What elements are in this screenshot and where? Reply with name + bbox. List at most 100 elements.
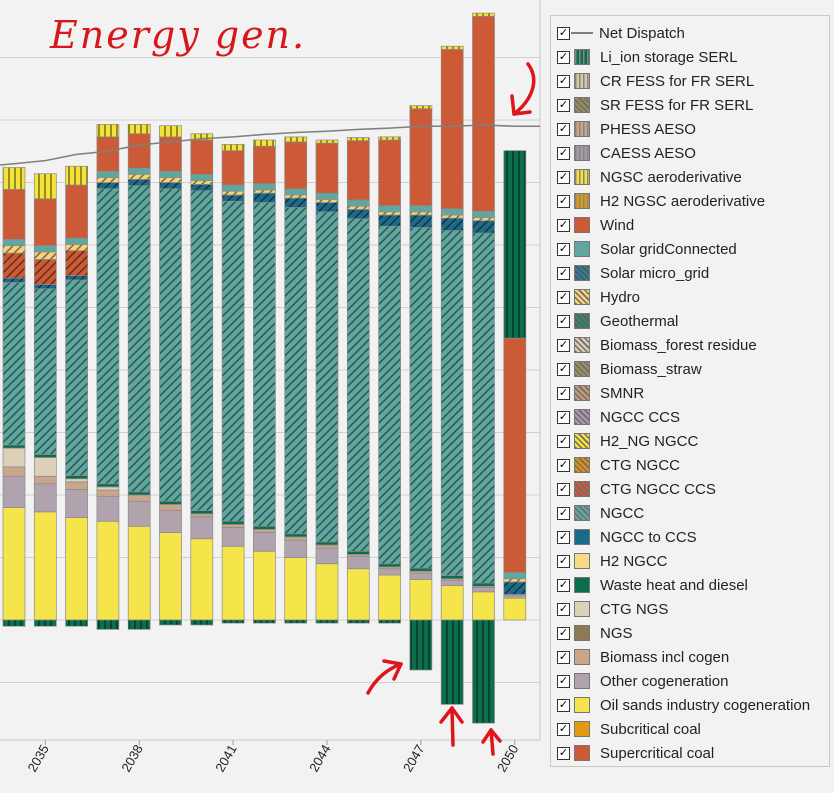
legend-item[interactable]: ✓ Wind (551, 213, 829, 237)
legend-item[interactable]: ✓ Biomass incl cogen (551, 645, 829, 669)
legend-item[interactable]: ✓ CTG NGCC (551, 453, 829, 477)
bar-segment (127, 500, 151, 527)
arrow-icon (481, 728, 502, 744)
legend-swatch (574, 697, 590, 713)
bar-segment (315, 619, 339, 624)
bar-segment (315, 192, 339, 200)
legend-checkbox[interactable]: ✓ (557, 290, 570, 304)
x-tick-label: 2044 (306, 742, 333, 775)
legend-checkbox[interactable]: ✓ (557, 506, 570, 520)
legend-item[interactable]: ✓ Biomass_forest residue (551, 333, 829, 357)
legend-checkbox[interactable]: ✓ (557, 650, 570, 664)
bar-segment (378, 568, 401, 576)
legend-checkbox[interactable]: ✓ (557, 218, 570, 232)
legend-item[interactable]: ✓ H2 NGCC (551, 549, 829, 573)
legend-checkbox[interactable]: ✓ (557, 98, 570, 112)
bar-segment (378, 136, 401, 141)
legend-item[interactable]: ✓ H2_NG NGCC (551, 429, 829, 453)
bar-segment (127, 124, 151, 135)
legend-checkbox[interactable]: ✓ (557, 74, 570, 88)
legend-checkbox[interactable]: ✓ (557, 722, 570, 736)
legend-item[interactable]: ✓ Oil sands industry cogeneration (551, 693, 829, 717)
legend-checkbox[interactable]: ✓ (557, 698, 570, 712)
legend-checkbox[interactable]: ✓ (557, 578, 570, 592)
legend-item[interactable]: ✓ Geothermal (551, 309, 829, 333)
legend-checkbox[interactable]: ✓ (557, 386, 570, 400)
bar-segment (409, 214, 433, 228)
legend-item[interactable]: ✓ Li_ion storage SERL (551, 45, 829, 69)
legend-item[interactable]: ✓ CTG NGS (551, 597, 829, 621)
legend-checkbox[interactable]: ✓ (557, 530, 570, 544)
legend-item[interactable]: ✓ SMNR (551, 381, 829, 405)
legend-checkbox[interactable]: ✓ (557, 746, 570, 760)
bar-segment (65, 275, 88, 281)
legend-checkbox[interactable]: ✓ (557, 434, 570, 448)
bar-segment (33, 284, 57, 290)
legend-checkbox[interactable]: ✓ (557, 50, 570, 64)
legend-item[interactable]: ✓ Solar micro_grid (551, 261, 829, 285)
legend-checkbox[interactable]: ✓ (557, 194, 570, 208)
bar-segment (440, 575, 464, 580)
legend-item[interactable]: ✓ Supercritical coal (551, 741, 829, 765)
bar-segment (2, 252, 26, 279)
legend-item[interactable]: ✓ NGCC to CCS (551, 525, 829, 549)
bar-segment (378, 574, 401, 621)
bar-segment (315, 199, 339, 203)
legend-checkbox[interactable]: ✓ (557, 482, 570, 496)
legend-checkbox[interactable]: ✓ (557, 602, 570, 616)
arrow-icon (450, 706, 455, 747)
legend-checkbox[interactable]: ✓ (557, 674, 570, 688)
legend-checkbox[interactable]: ✓ (557, 458, 570, 472)
legend-item[interactable]: ✓ Subcritical coal (551, 717, 829, 741)
legend-checkbox[interactable]: ✓ (557, 362, 570, 376)
bar-segment (284, 188, 308, 196)
legend-item[interactable]: ✓ CTG NGCC CCS (551, 477, 829, 501)
legend-swatch (574, 577, 590, 593)
bar-segment (315, 541, 339, 546)
legend-checkbox[interactable]: ✓ (557, 122, 570, 136)
legend-checkbox[interactable]: ✓ (557, 338, 570, 352)
legend-checkbox[interactable]: ✓ (557, 146, 570, 160)
bar-segment (159, 500, 182, 505)
legend-label: Subcritical coal (600, 720, 701, 738)
legend-label: H2 NGSC aeroderivative (600, 192, 766, 210)
legend-checkbox[interactable]: ✓ (557, 410, 570, 424)
legend-item[interactable]: ✓ H2 NGSC aeroderivative (551, 189, 829, 213)
legend-checkbox[interactable]: ✓ (557, 554, 570, 568)
legend-item[interactable]: ✓ Solar gridConnected (551, 237, 829, 261)
legend-checkbox[interactable]: ✓ (557, 242, 570, 256)
legend-checkbox[interactable]: ✓ (557, 626, 570, 640)
bar-segment (472, 210, 495, 218)
legend-label: CTG NGCC (600, 456, 680, 474)
bar-segment (440, 585, 464, 621)
legend-swatch (574, 145, 590, 161)
legend-item[interactable]: ✓ NGSC aeroderivative (551, 165, 829, 189)
legend-item[interactable]: ✓ Other cogeneration (551, 669, 829, 693)
bar-segment (159, 619, 182, 626)
legend-item[interactable]: ✓ NGCC CCS (551, 405, 829, 429)
legend-checkbox[interactable]: ✓ (557, 314, 570, 328)
legend-item[interactable]: ✓ NGCC (551, 501, 829, 525)
legend-swatch (574, 481, 590, 497)
bar-segment (65, 250, 88, 276)
bar-segment (159, 125, 182, 138)
legend-checkbox[interactable]: ✓ (557, 170, 570, 184)
bar-segment (33, 251, 57, 260)
legend-item[interactable]: ✓ CR FESS for FR SERL (551, 69, 829, 93)
legend-item[interactable]: ✓ Biomass_straw (551, 357, 829, 381)
legend-label: Geothermal (600, 312, 679, 330)
legend-item[interactable]: ✓ PHESS AESO (551, 117, 829, 141)
legend-item[interactable]: ✓ Hydro (551, 285, 829, 309)
legend-item[interactable]: ✓ CAESS AESO (551, 141, 829, 165)
legend-checkbox[interactable]: ✓ (557, 26, 570, 40)
legend-item[interactable]: ✓ Waste heat and diesel (551, 573, 829, 597)
bar-segment (127, 491, 151, 496)
legend-label: H2 NGCC (600, 552, 668, 570)
legend-checkbox[interactable]: ✓ (557, 266, 570, 280)
legend-item[interactable]: ✓ NGS (551, 621, 829, 645)
legend-item[interactable]: ✓ SR FESS for FR SERL (551, 93, 829, 117)
legend-label: Waste heat and diesel (600, 576, 748, 594)
arrow-icon (439, 706, 464, 724)
legend-item[interactable]: ✓ Net Dispatch (551, 21, 829, 45)
bar-segment (253, 145, 276, 185)
